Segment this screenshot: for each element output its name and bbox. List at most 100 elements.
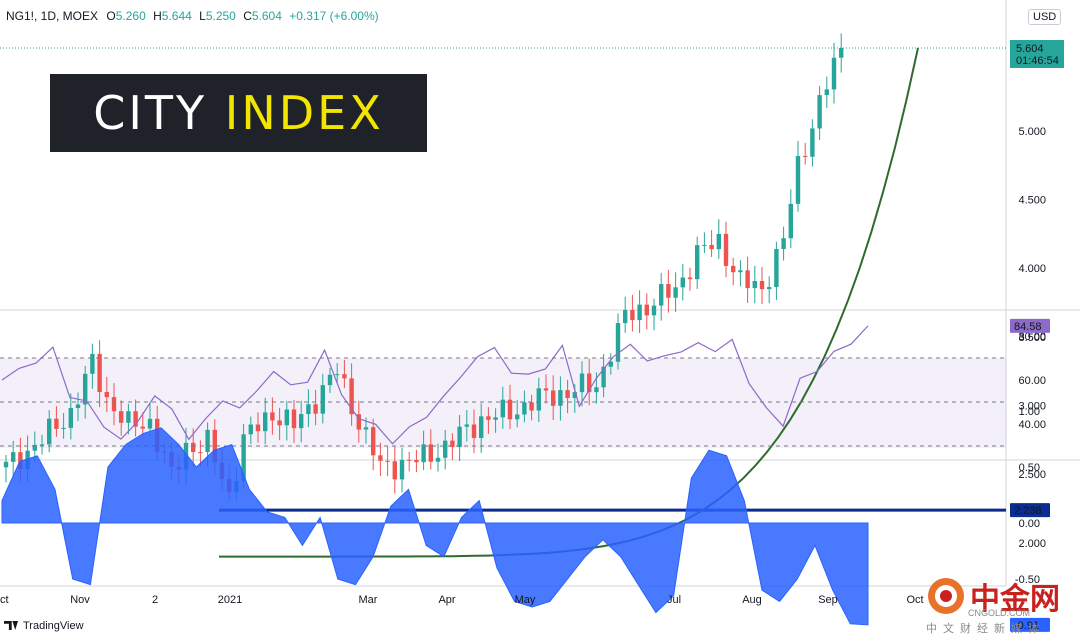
candle-body[interactable] [774,249,779,288]
candle-body[interactable] [147,418,153,429]
candle-body[interactable] [803,155,808,157]
candle-body[interactable] [680,277,685,288]
candle-body[interactable] [752,280,757,289]
candle-body[interactable] [414,459,419,463]
candle-body[interactable] [320,385,325,414]
candle-body[interactable] [284,409,289,426]
candle-body[interactable] [536,388,541,411]
candle-body[interactable] [810,128,815,157]
candle-body[interactable] [515,414,520,420]
candle-body[interactable] [299,414,304,429]
candle-body[interactable] [241,434,246,482]
candle-body[interactable] [702,244,707,246]
candle-body[interactable] [263,412,268,432]
candle-body[interactable] [313,404,318,414]
candle-body[interactable] [306,404,311,415]
candle-body[interactable] [349,378,354,415]
candle-body[interactable] [623,309,628,324]
candle-body[interactable] [759,280,765,290]
candle-body[interactable] [392,461,397,480]
candle-body[interactable] [68,408,73,428]
candle-body[interactable] [47,418,52,445]
candle-body[interactable] [579,373,585,393]
candle-body[interactable] [788,203,793,239]
candle-body[interactable] [781,238,786,250]
candle-body[interactable] [824,89,829,96]
candle-body[interactable] [399,459,405,480]
candle-body[interactable] [133,411,138,427]
candle-body[interactable] [529,402,534,411]
candle-body[interactable] [831,57,837,90]
candle-body[interactable] [248,424,253,435]
candle-body[interactable] [723,233,729,266]
candle-body[interactable] [479,416,484,438]
candle-body[interactable] [767,287,772,290]
candle-body[interactable] [443,440,448,458]
candle-body[interactable] [335,374,340,376]
candle-body[interactable] [673,287,678,298]
candle-body[interactable] [90,353,95,374]
candle-body[interactable] [140,426,145,429]
candle-body[interactable] [839,48,844,58]
candle-body[interactable] [111,397,117,412]
candle-body[interactable] [83,373,88,405]
candle-body[interactable] [11,452,16,462]
candle-body[interactable] [191,442,196,453]
candle-body[interactable] [630,309,635,321]
candle-body[interactable] [457,426,462,447]
candle-body[interactable] [255,424,261,432]
candle-body[interactable] [731,265,736,273]
candle-body[interactable] [695,245,700,280]
candle-body[interactable] [594,387,599,393]
candle-body[interactable] [543,388,549,391]
candle-body[interactable] [464,424,469,427]
candle-body[interactable] [471,424,477,438]
candle-body[interactable] [342,374,347,379]
candle-body[interactable] [651,305,657,316]
candle-body[interactable] [565,390,570,398]
candle-body[interactable] [277,420,282,426]
candle-body[interactable] [615,323,621,362]
candle-body[interactable] [270,412,275,421]
candle-body[interactable] [378,455,383,461]
candle-body[interactable] [291,409,297,429]
candle-body[interactable] [205,429,210,453]
candle-body[interactable] [601,366,606,388]
candle-body[interactable] [119,411,124,423]
candle-body[interactable] [435,457,441,462]
candle-body[interactable] [738,270,743,273]
candle-body[interactable] [493,417,498,420]
candle-body[interactable] [522,402,527,415]
candle-body[interactable] [659,284,664,306]
candle-body[interactable] [817,95,822,129]
symbol-name[interactable]: NG1!, 1D, MOEX [6,9,99,23]
candle-body[interactable] [500,399,505,418]
candle-body[interactable] [644,304,649,316]
candle-body[interactable] [327,374,333,386]
candle-body[interactable] [709,244,714,250]
candle-body[interactable] [587,373,592,393]
candle-body[interactable] [551,390,556,406]
candle-body[interactable] [558,390,563,406]
candle-body[interactable] [18,452,23,470]
candle-body[interactable] [608,361,613,367]
rsi-line[interactable] [1,325,869,445]
candle-body[interactable] [39,444,45,446]
candle-body[interactable] [486,416,491,420]
candle-body[interactable] [666,284,671,298]
candle-body[interactable] [126,411,131,423]
candle-body[interactable] [363,427,369,430]
candle-body[interactable] [572,392,577,398]
oscillator-area[interactable] [1,427,869,626]
candle-body[interactable] [450,440,455,447]
candle-body[interactable] [745,270,750,289]
candle-body[interactable] [407,459,412,461]
tradingview-logo[interactable]: TradingView [4,620,84,632]
candle-body[interactable] [687,277,693,280]
candle-body[interactable] [371,427,376,456]
candle-body[interactable] [421,444,426,463]
candle-body[interactable] [61,427,66,429]
candle-body[interactable] [198,452,203,454]
candle-body[interactable] [428,444,433,462]
